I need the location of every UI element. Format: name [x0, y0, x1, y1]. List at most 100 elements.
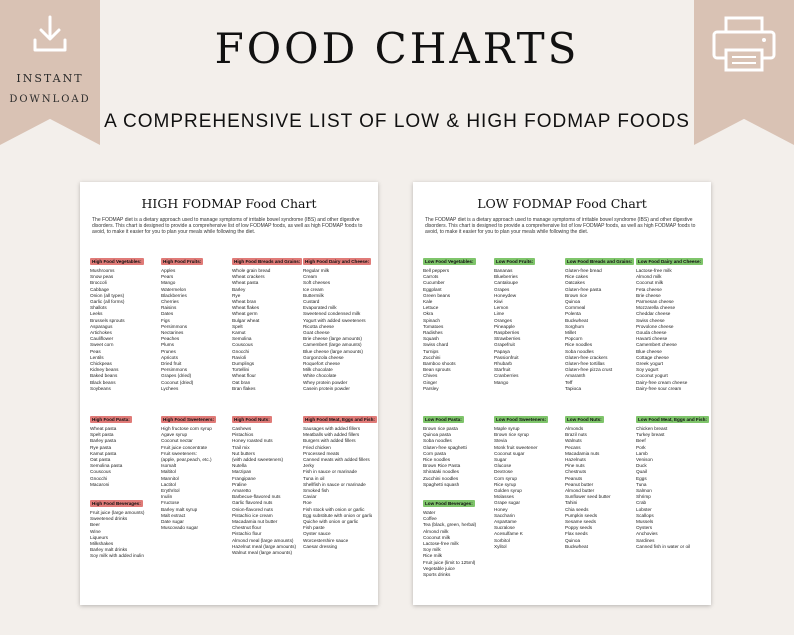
- food-item: Dairy-free cream cheese: [636, 379, 688, 385]
- food-item: Cauliflower: [90, 336, 114, 342]
- food-item: Cornmeal: [565, 305, 586, 311]
- food-item: Popcorn: [565, 336, 583, 342]
- high-row-2: High Food Pasta: Wheat pasta Spelt pasta Ba…: [90, 408, 377, 560]
- food-item: Coconut yogurt: [636, 373, 668, 379]
- food-item: Rice noodles: [565, 342, 593, 348]
- food-item: Worcestershire sauce: [303, 537, 349, 543]
- food-item: Date sugar: [161, 519, 184, 525]
- food-item: Lettuce: [423, 305, 439, 311]
- food-item: Cabbage: [90, 286, 110, 292]
- category-column: High Food Sweeteners: High fructose corn …: [161, 408, 230, 560]
- food-item: Gluten-free tortillas: [565, 361, 605, 367]
- food-item: Trail mix: [232, 444, 250, 450]
- food-item: Buttermilk: [303, 292, 324, 298]
- food-item: Sorbitol: [494, 537, 510, 543]
- food-item: Pine nuts: [565, 463, 585, 469]
- food-item: Millet: [565, 330, 576, 336]
- food-item: Watermelon: [161, 286, 187, 292]
- food-item: Green beans: [423, 292, 451, 298]
- food-item: Almond milk: [423, 528, 449, 534]
- food-item: Feta cheese: [636, 286, 662, 292]
- food-item: Salmon: [636, 488, 652, 494]
- food-item: Chestnut flour: [232, 525, 262, 531]
- food-item: Blue cheese: [636, 348, 662, 354]
- food-item: Tuna: [636, 481, 647, 487]
- food-item: Brown rice: [565, 292, 588, 298]
- food-item: Yogurt with added sweeteners: [303, 317, 366, 323]
- food-item: Spelt pasta: [90, 432, 114, 438]
- food-item: Rhubarb: [494, 361, 512, 367]
- food-item: Poppy seeds: [565, 525, 593, 531]
- food-item: Aspartame: [494, 519, 517, 525]
- food-item: Roquefort cheese: [303, 361, 341, 367]
- food-item: Bamboo shoots: [423, 361, 456, 367]
- food-item: Fructose: [161, 500, 180, 506]
- food-item: Sorghum: [565, 323, 585, 329]
- food-item: Peaches: [161, 336, 180, 342]
- food-item: Almonds: [565, 426, 584, 431]
- food-item: Oranges: [494, 317, 512, 323]
- food-item: Havarti cheese: [636, 336, 668, 342]
- food-item: Asparagus: [90, 323, 113, 329]
- food-item: Squash: [423, 336, 439, 342]
- food-item: Malt extract: [161, 512, 186, 518]
- food-item: Goat cheese: [303, 330, 330, 336]
- food-item: Mozzarella cheese: [636, 305, 676, 311]
- food-item: Sugar: [494, 457, 507, 463]
- food-item: Soybeans: [90, 385, 111, 391]
- category-header: Low Food Sweeteners:: [494, 416, 549, 423]
- food-item: Sunflower seed butter: [565, 494, 611, 500]
- category-column: Low Food Sweeteners: Maple syrup Brown ric…: [494, 408, 563, 578]
- food-item: Brazil nuts: [565, 432, 587, 438]
- food-item: Custard: [303, 299, 320, 305]
- category-header: Low Food Beverages:: [423, 500, 475, 508]
- food-item: Fruit sweeteners:: [161, 450, 197, 456]
- food-item: Gnocchi: [232, 348, 250, 354]
- food-item: Barley malt drinks: [90, 547, 128, 553]
- category-column: Low Food Dairy and Cheese: Lactose-free m…: [636, 250, 705, 392]
- food-item: Gluten-free spaghetti: [423, 444, 467, 450]
- food-item: Macadamia nuts: [565, 450, 600, 456]
- food-item: Leeks: [90, 311, 103, 317]
- food-item: Pumpkin seeds: [565, 512, 598, 518]
- food-item: Wheat bran: [232, 299, 257, 305]
- food-item: Beef: [636, 438, 646, 444]
- food-item: Venison: [636, 457, 653, 463]
- food-item: Jerky: [303, 463, 315, 469]
- food-item: Eggs: [636, 475, 647, 481]
- category-header: High Food Vegetables:: [90, 258, 144, 265]
- food-item: Semolina pasta: [90, 463, 123, 469]
- category-header: High Food Sweeteners:: [161, 416, 217, 423]
- food-item: Gluten-free crackers: [565, 354, 608, 360]
- food-item: Burgers with added fillers: [303, 438, 356, 444]
- food-item: Beer: [90, 522, 100, 528]
- food-item: Buckwheat: [565, 317, 588, 323]
- food-item: Soy milk with added inulin: [90, 553, 144, 559]
- food-item: Radishes: [423, 330, 443, 336]
- food-item: Shirataki noodles: [423, 469, 459, 475]
- food-item: Dried fruit: [161, 361, 182, 367]
- download-label: DOWNLOAD: [9, 94, 91, 105]
- food-item: Nutella: [232, 463, 247, 469]
- category-header: Low Food Fruits:: [494, 258, 536, 265]
- low-row-1: Low Food Vegetables: Bell peppers Carrots C…: [423, 250, 705, 392]
- food-item: Lamb: [636, 450, 648, 456]
- page-subtitle: A COMPREHENSIVE LIST OF LOW & HIGH FODMA…: [104, 111, 690, 132]
- food-item: Turkey breast: [636, 432, 665, 438]
- food-item: Polenta: [565, 311, 581, 317]
- food-item: Spaghetti squash: [423, 481, 460, 487]
- food-item: Semolina: [232, 336, 252, 342]
- food-item: Chicken breast: [636, 426, 668, 431]
- food-item: Almond milk: [636, 274, 662, 280]
- food-item: Monk fruit sweetener: [494, 444, 538, 450]
- download-icon: [33, 15, 67, 52]
- food-item: Eggplant: [423, 286, 442, 292]
- food-item: Camembert (large amounts): [303, 342, 362, 348]
- food-item: Isomalt: [161, 463, 177, 469]
- food-item: Coconut milk: [636, 280, 664, 286]
- food-item: Mushrooms: [90, 268, 115, 273]
- food-item: Sweetened condensed milk: [303, 311, 361, 317]
- food-item: Persimmons: [161, 367, 188, 373]
- high-sheet-intro: The FODMAP diet is a dietary approach us…: [92, 217, 363, 236]
- food-item: Lemon: [494, 305, 509, 311]
